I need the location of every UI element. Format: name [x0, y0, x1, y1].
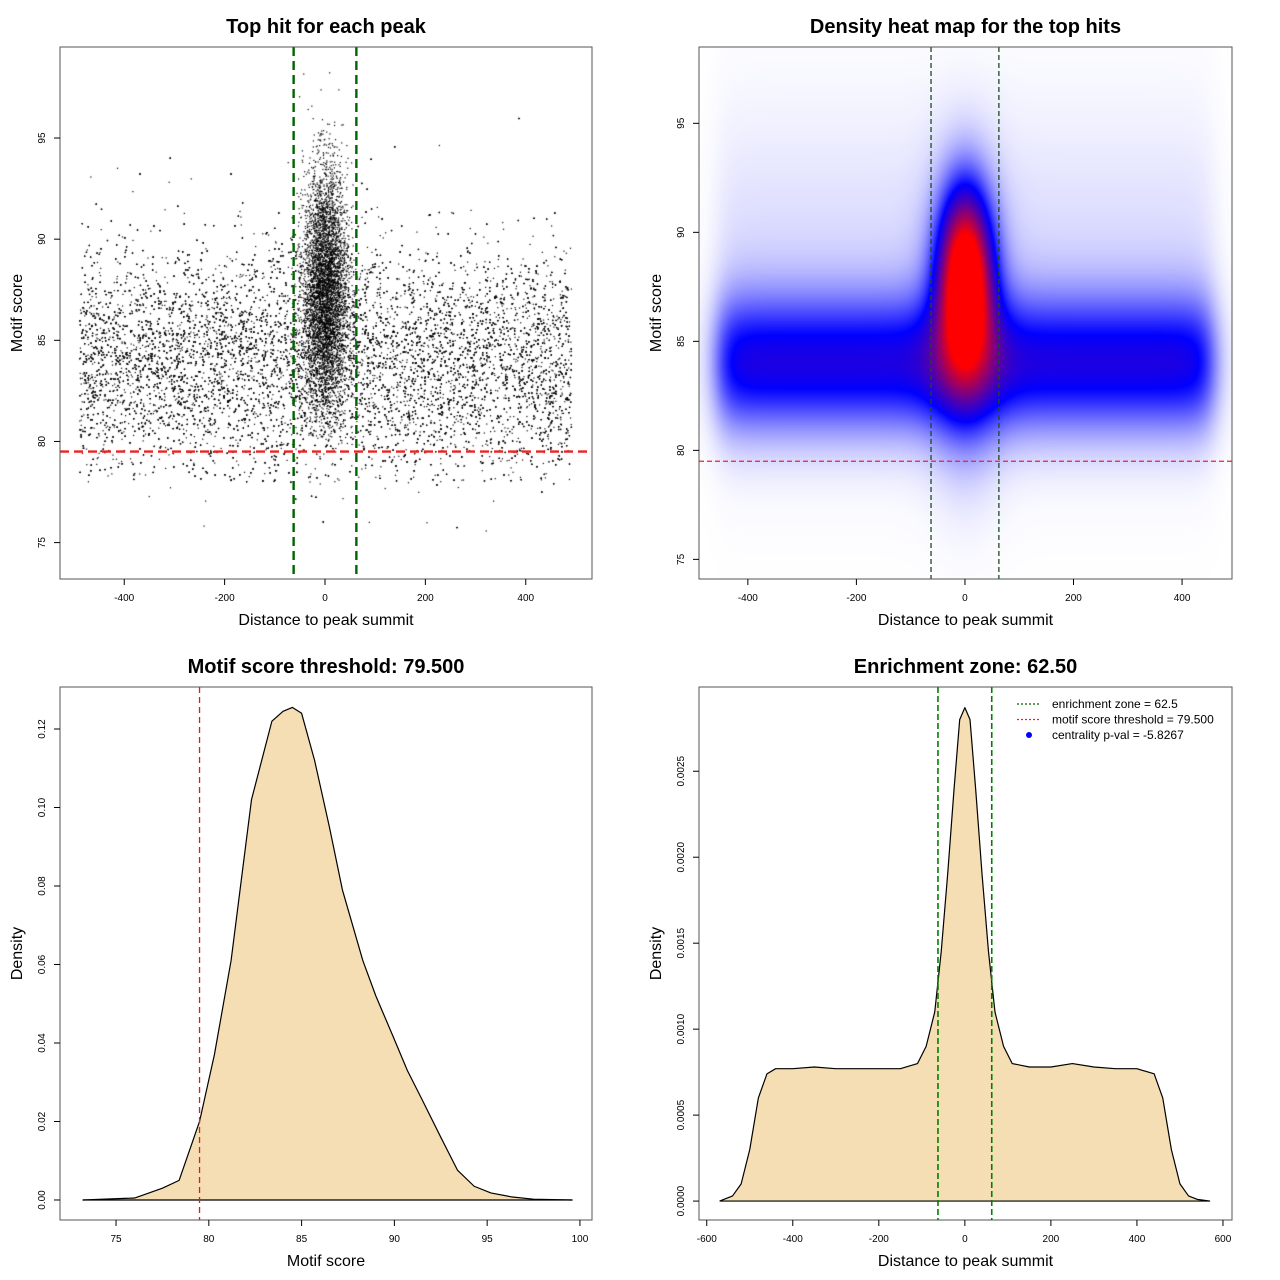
x-tick-label: 200	[1043, 1234, 1060, 1245]
x-tick-label: 200	[417, 593, 434, 604]
y-tick-label: 75	[37, 537, 48, 549]
y-tick-label: 95	[676, 117, 687, 129]
y-tick-label: 0.0015	[676, 927, 687, 958]
x-tick-label: 0	[962, 593, 968, 604]
plot-frame	[59, 686, 593, 1221]
x-tick-label: -400	[783, 1234, 803, 1245]
chart-title: Top hit for each peak	[226, 16, 427, 38]
x-axis-label: Distance to peak summit	[878, 612, 1054, 629]
y-tick-label: 0.0025	[676, 756, 687, 787]
y-tick-label: 0.02	[37, 1111, 48, 1131]
legend-entry: motif score threshold = 79.500	[1052, 713, 1214, 727]
y-axis-label: Density	[648, 927, 665, 980]
x-tick-label: 80	[203, 1234, 215, 1245]
scatter-points-canvas	[60, 47, 592, 579]
y-axis-label: Motif score	[9, 274, 26, 352]
x-tick-label: -400	[114, 593, 134, 604]
x-axis-label: Motif score	[287, 1253, 365, 1270]
x-tick-label: 100	[572, 1234, 589, 1245]
y-axis-label: Motif score	[648, 274, 665, 352]
y-tick-label: 0.0000	[676, 1185, 687, 1216]
x-tick-label: 85	[296, 1234, 308, 1245]
density-heatmap-canvas	[699, 47, 1232, 579]
y-tick-label: 0.06	[37, 954, 48, 974]
x-tick-label: 90	[389, 1234, 401, 1245]
x-tick-label: -600	[697, 1234, 717, 1245]
x-tick-label: -400	[738, 593, 758, 604]
y-tick-label: 90	[37, 233, 48, 245]
density-curve	[82, 706, 573, 1201]
x-tick-label: -200	[215, 593, 235, 604]
x-tick-label: 200	[1065, 593, 1082, 604]
x-tick-label: -200	[846, 593, 866, 604]
y-tick-label: 95	[37, 132, 48, 144]
legend-point-swatch	[1026, 732, 1032, 738]
plot-frame	[698, 46, 1233, 580]
x-tick-label: 400	[517, 593, 534, 604]
x-tick-label: 400	[1129, 1234, 1146, 1245]
density-fill-area	[82, 707, 573, 1200]
plot-frame	[59, 46, 593, 580]
density-curve	[719, 707, 1211, 1202]
y-tick-label: 0.00	[37, 1190, 48, 1210]
y-tick-label: 75	[676, 553, 687, 565]
y-tick-label: 0.08	[37, 876, 48, 896]
y-tick-label: 80	[676, 444, 687, 456]
y-tick-label: 85	[676, 335, 687, 347]
x-axis-label: Distance to peak summit	[878, 1253, 1054, 1270]
x-tick-label: 600	[1215, 1234, 1232, 1245]
y-tick-label: 85	[37, 334, 48, 346]
chart-title: Enrichment zone: 62.50	[854, 656, 1077, 678]
x-tick-label: 75	[110, 1234, 122, 1245]
density-fill-area	[719, 707, 1211, 1202]
x-tick-label: 400	[1174, 593, 1191, 604]
y-tick-label: 0.04	[37, 1033, 48, 1053]
y-axis-label: Density	[9, 927, 26, 980]
legend: enrichment zone = 62.5 motif score thresh…	[1017, 697, 1214, 742]
x-tick-label: 95	[482, 1234, 494, 1245]
legend-entry: enrichment zone = 62.5	[1052, 697, 1178, 711]
y-tick-label: 0.0005	[676, 1099, 687, 1130]
chart-title: Motif score threshold: 79.500	[188, 656, 465, 678]
y-tick-label: 0.0020	[676, 841, 687, 872]
x-tick-label: -200	[869, 1234, 889, 1245]
plot-frame	[698, 686, 1233, 1221]
x-axis-label: Distance to peak summit	[238, 612, 414, 629]
chart-title: Density heat map for the top hits	[810, 16, 1121, 38]
legend-entry: centrality p-val = -5.8267	[1052, 728, 1184, 742]
y-tick-label: 0.0010	[676, 1013, 687, 1044]
y-tick-label: 80	[37, 435, 48, 447]
x-tick-label: 0	[962, 1234, 968, 1245]
y-tick-label: 0.10	[37, 797, 48, 817]
y-tick-label: 0.12	[37, 719, 48, 739]
y-tick-label: 90	[676, 226, 687, 238]
x-tick-label: 0	[322, 593, 328, 604]
